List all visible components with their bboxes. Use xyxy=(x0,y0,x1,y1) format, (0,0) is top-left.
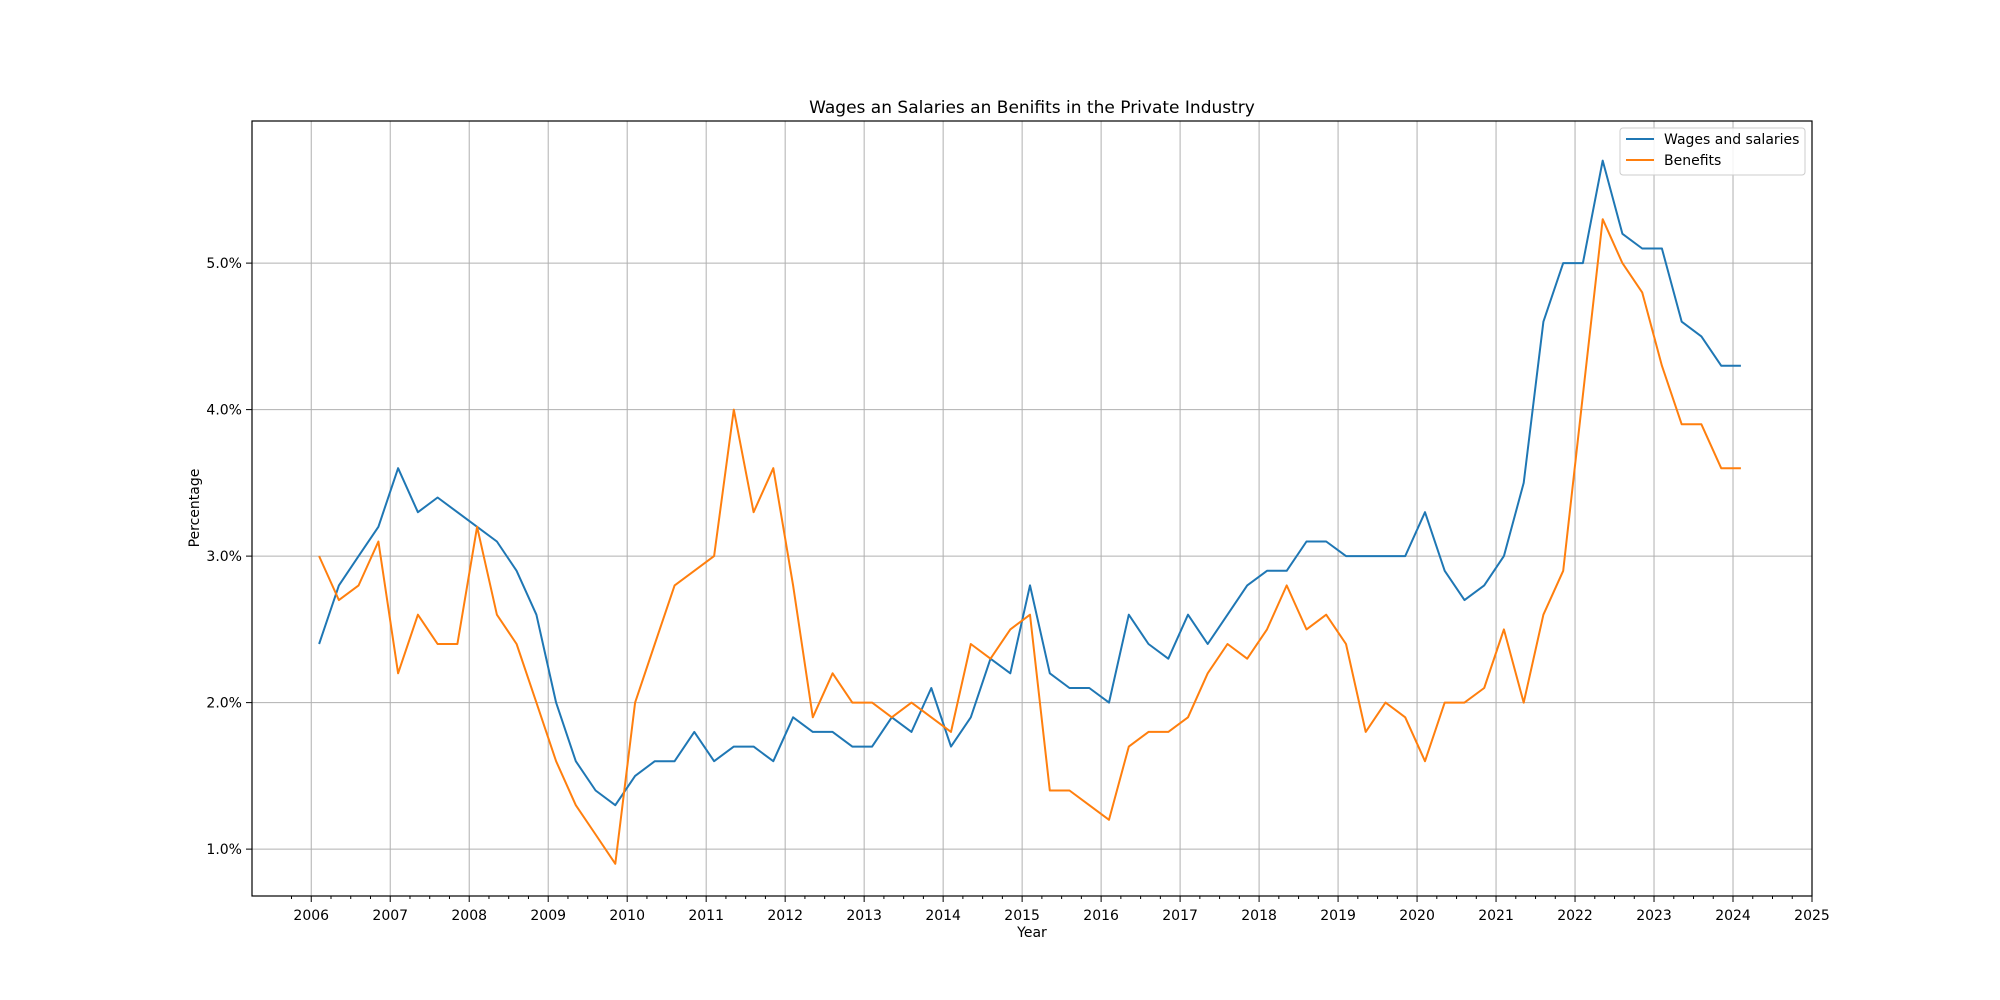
x-axis-title: Year xyxy=(1016,925,1047,941)
x-tick-label: 2017 xyxy=(1162,908,1198,924)
x-tick-label: 2006 xyxy=(293,908,329,924)
y-tick-label: 1.0% xyxy=(206,842,242,858)
legend: Wages and salaries Benefits xyxy=(1619,127,1806,176)
x-tick-label: 2008 xyxy=(451,908,487,924)
plot-frame xyxy=(251,120,1813,897)
x-tick-label: 2014 xyxy=(925,908,961,924)
legend-label-wages: Wages and salaries xyxy=(1664,132,1799,148)
axis-ticks: 2006 2007 2008 2009 2010 2011 2012 2013 2014 2015… xyxy=(206,256,1829,924)
legend-box xyxy=(1619,127,1806,176)
series-line-benefits xyxy=(318,218,1741,865)
legend-label-benefits: Benefits xyxy=(1664,153,1721,169)
x-tick-label: 2025 xyxy=(1794,908,1830,924)
x-tick-label: 2020 xyxy=(1399,908,1435,924)
x-tick-label: 2009 xyxy=(530,908,566,924)
y-tick-label: 2.0% xyxy=(206,696,242,712)
x-tick-label: 2022 xyxy=(1557,908,1593,924)
chart-title: Wages an Salaries an Benifits in the Pri… xyxy=(809,98,1255,118)
x-tick-label: 2012 xyxy=(767,908,803,924)
y-tick-label: 5.0% xyxy=(206,256,242,272)
x-tick-label: 2023 xyxy=(1636,908,1672,924)
x-tick-label: 2021 xyxy=(1478,908,1514,924)
plot-background xyxy=(252,121,1812,896)
y-tick-label: 3.0% xyxy=(206,549,242,565)
x-tick-label: 2010 xyxy=(609,908,645,924)
x-tick-label: 2011 xyxy=(688,908,724,924)
x-tick-label: 2016 xyxy=(1083,908,1119,924)
x-tick-label: 2024 xyxy=(1715,908,1751,924)
x-tick-label: 2019 xyxy=(1320,908,1356,924)
series-line-wages xyxy=(318,159,1741,807)
x-tick-label: 2018 xyxy=(1241,908,1277,924)
y-axis-title: Percentage xyxy=(187,469,203,548)
x-tick-label: 2013 xyxy=(846,908,882,924)
x-tick-label: 2015 xyxy=(1004,908,1040,924)
series-lines xyxy=(318,159,1741,865)
x-tick-label: 2007 xyxy=(372,908,408,924)
y-tick-label: 4.0% xyxy=(206,403,242,419)
